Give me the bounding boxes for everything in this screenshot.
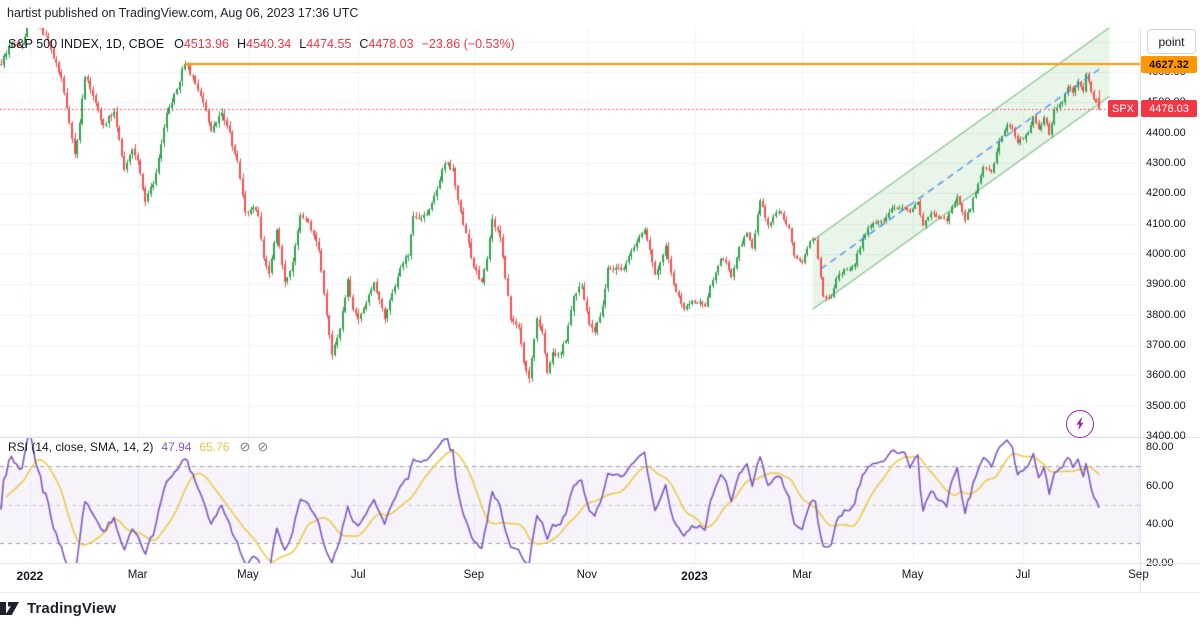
price-tick-label: 3800.00 — [1146, 308, 1186, 321]
rsi-tick-label: 80.00 — [1146, 441, 1174, 453]
rsi-tick-label: 20.00 — [1146, 556, 1174, 569]
rsi-value: 47.94 — [161, 440, 192, 454]
pane-separator[interactable] — [0, 437, 1200, 438]
time-tick-label: 2023 — [681, 569, 708, 583]
symbol-legend[interactable]: S&P 500 INDEX, 1D, CBOE O4513.96 H4540.3… — [8, 37, 515, 51]
time-tick-label: 2022 — [16, 569, 44, 583]
price-axis-separator — [1140, 28, 1141, 592]
rsi-ma-mute-icon[interactable]: ⊘ — [257, 439, 269, 454]
symbol-tag-label: SPX — [1108, 100, 1138, 117]
price-tick-label: 3500.00 — [1146, 399, 1186, 412]
change-value: −23.86 (−0.53%) — [421, 37, 515, 51]
time-axis-separator — [0, 563, 1200, 564]
time-tick-label: Sep — [1128, 569, 1149, 581]
price-tick-label: 4100.00 — [1146, 217, 1186, 230]
tradingview-mark-icon — [0, 602, 19, 615]
price-tick-label: 3700.00 — [1146, 338, 1186, 351]
rsi-tick-label: 40.00 — [1146, 518, 1174, 530]
time-tick-label: Mar — [792, 569, 813, 581]
open-value: O4513.96 — [174, 37, 230, 51]
time-tick-label: May — [901, 569, 924, 581]
price-tick-label: 4400.00 — [1146, 126, 1186, 139]
bottom-separator — [0, 592, 1200, 593]
time-tick-label: Sep — [463, 569, 485, 581]
lightning-bolt-icon — [1076, 417, 1084, 431]
close-value: C4478.03 — [359, 37, 414, 51]
chart-canvas[interactable] — [0, 28, 1140, 563]
price-tick-label: 4300.00 — [1146, 156, 1186, 169]
rsi-title: RSI (14, close, SMA, 14, 2) — [8, 440, 154, 454]
level-price-label: 4627.32 — [1141, 56, 1197, 73]
price-tick-label: 4000.00 — [1146, 247, 1186, 260]
price-tick-label: 3900.00 — [1146, 278, 1186, 291]
rsi-legend[interactable]: RSI (14, close, SMA, 14, 2) 47.94 65.76 … — [8, 439, 275, 455]
low-value: L4474.55 — [299, 37, 352, 51]
price-tick-label: 3400.00 — [1146, 429, 1186, 442]
time-tick-label: Jul — [1015, 569, 1031, 581]
time-tick-label: Jul — [350, 569, 366, 581]
rsi-ma-value: 65.76 — [199, 440, 230, 454]
tradingview-logo[interactable]: TradingView — [0, 600, 117, 617]
time-tick-label: Nov — [576, 569, 598, 581]
boost-lightning-icon[interactable] — [1066, 410, 1094, 438]
price-unit-button[interactable]: point — [1147, 29, 1196, 54]
price-tick-label: 3600.00 — [1146, 369, 1186, 382]
symbol-title: S&P 500 INDEX, 1D, CBOE — [8, 37, 165, 51]
last-price-label: 4478.03 — [1141, 100, 1197, 117]
rsi-tick-label: 60.00 — [1146, 479, 1174, 492]
rsi-mute-icon[interactable]: ⊘ — [239, 439, 251, 454]
price-tick-label: 4200.00 — [1146, 187, 1186, 200]
time-tick-label: Mar — [127, 569, 148, 581]
time-tick-label: May — [237, 569, 259, 581]
tradingview-wordmark: TradingView — [27, 600, 117, 617]
high-value: H4540.34 — [237, 37, 292, 51]
attribution-text: hartist published on TradingView.com, Au… — [7, 6, 359, 20]
